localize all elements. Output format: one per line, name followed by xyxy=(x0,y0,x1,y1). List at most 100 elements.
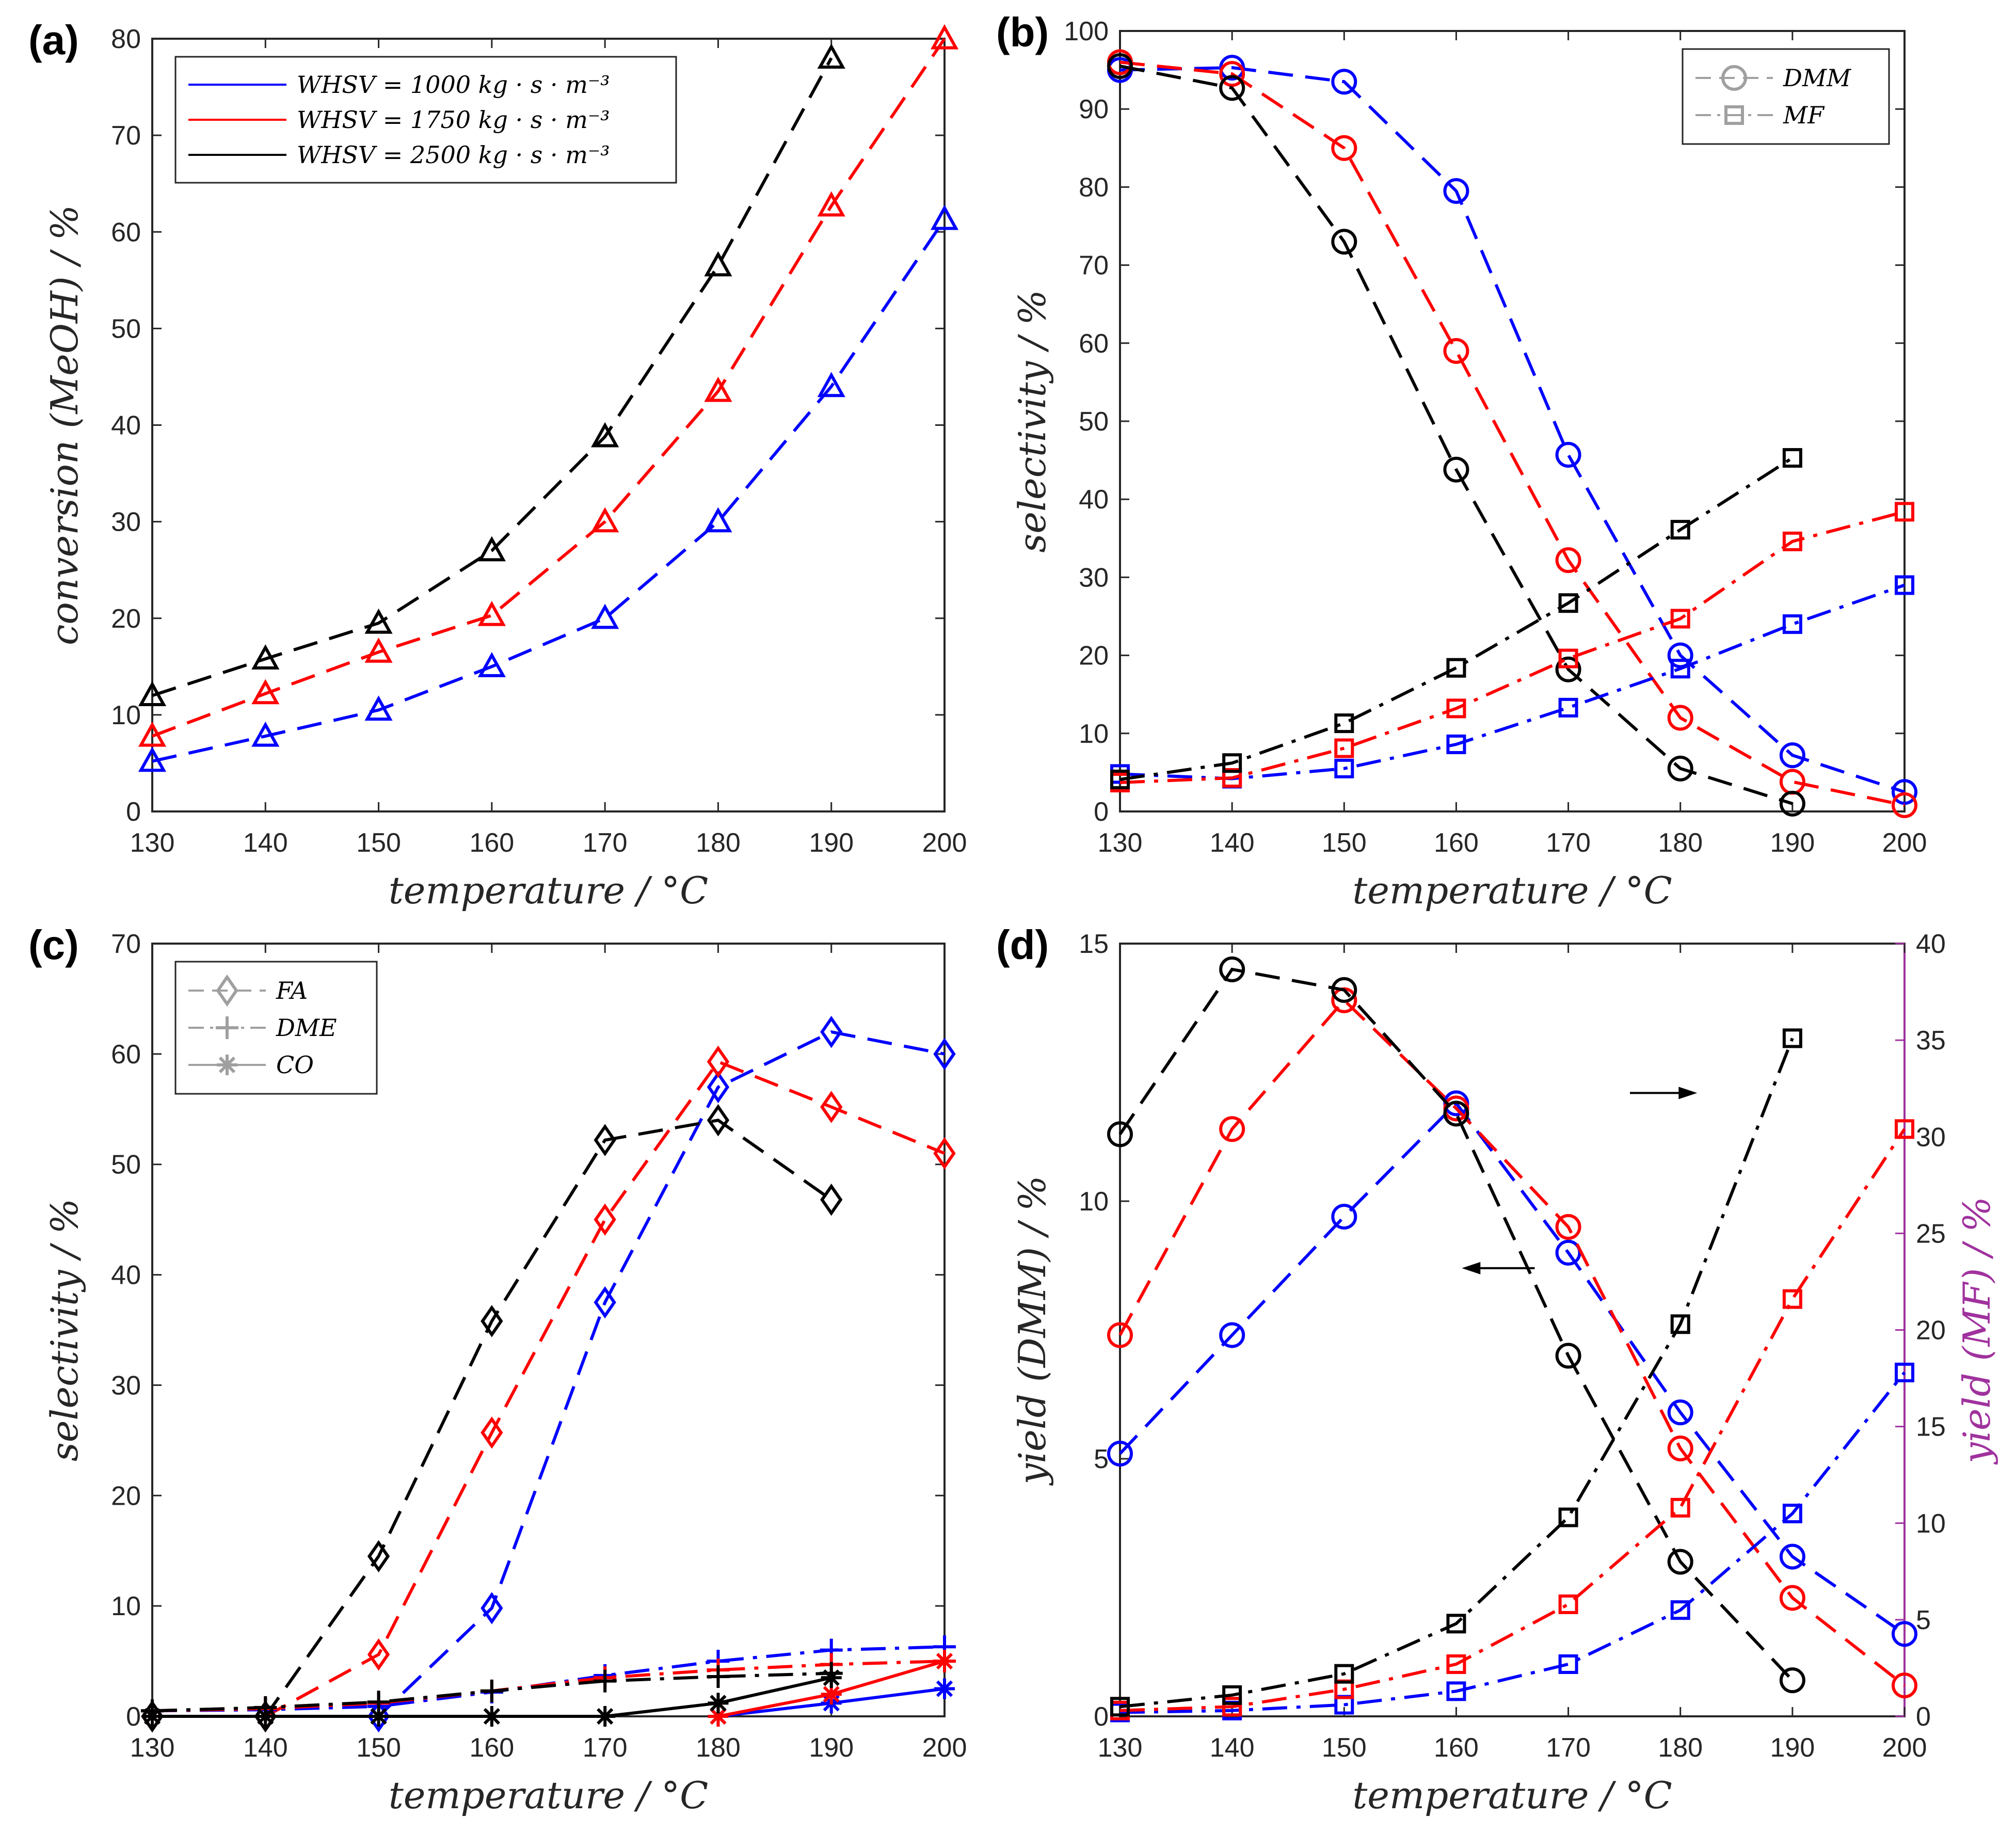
x-axis-label: temperature / °C xyxy=(389,1774,708,1817)
y-right-tick-label: 5 xyxy=(1916,1605,1931,1635)
data-point xyxy=(138,681,167,707)
data-point xyxy=(1555,1343,1581,1369)
data-point xyxy=(1782,1289,1802,1309)
data-point xyxy=(817,191,845,217)
y-right-tick-label: 35 xyxy=(1916,1026,1946,1056)
series-mf-2500 xyxy=(1110,448,1802,790)
data-point xyxy=(1667,1549,1693,1575)
y-axis-label: selectivity / % xyxy=(1011,290,1054,552)
data-point xyxy=(591,603,619,629)
arrow-right-head xyxy=(1678,1087,1698,1099)
data-point xyxy=(1555,442,1581,468)
series-dmm-yield-2500 xyxy=(1107,956,1805,1694)
data-point xyxy=(1334,1664,1354,1684)
legend-marker xyxy=(1721,65,1747,91)
data-point xyxy=(704,507,732,533)
legend-label: WHSV = 1750 kg · s · m⁻³ xyxy=(297,106,610,134)
x-axis-label: temperature / °C xyxy=(1352,1774,1672,1817)
data-point xyxy=(1555,1214,1581,1240)
series-whsv-2500 xyxy=(138,43,845,707)
data-point xyxy=(1331,69,1357,95)
x-tick-label: 190 xyxy=(809,1733,854,1763)
data-point xyxy=(1446,734,1466,754)
x-tick-label: 200 xyxy=(922,828,967,858)
data-point xyxy=(1219,61,1245,87)
data-point xyxy=(594,1669,617,1693)
data-point xyxy=(1670,659,1690,679)
y-tick-label: 10 xyxy=(1079,1187,1109,1217)
data-point xyxy=(1555,656,1581,682)
data-point xyxy=(934,1678,955,1699)
x-tick-label: 170 xyxy=(1546,1733,1591,1763)
series-mf-1750 xyxy=(1110,502,1914,793)
y-tick-label: 60 xyxy=(111,217,141,247)
data-point xyxy=(1558,1507,1578,1527)
data-point xyxy=(1895,1119,1914,1139)
data-point xyxy=(817,43,845,69)
data-point xyxy=(1219,55,1245,81)
series-line xyxy=(1119,583,1905,780)
data-point xyxy=(251,644,280,670)
y-tick-label: 60 xyxy=(111,1040,141,1070)
y-right-tick-label: 30 xyxy=(1916,1122,1946,1152)
series-line xyxy=(152,1030,945,1718)
series-line xyxy=(1119,1038,1794,1709)
data-point xyxy=(1443,178,1469,204)
series-line xyxy=(1119,1371,1906,1714)
x-tick-label: 140 xyxy=(243,828,288,858)
y-tick-label: 70 xyxy=(1079,251,1109,281)
y-tick-label: 40 xyxy=(111,411,141,441)
y-tick-label: 40 xyxy=(1079,485,1109,515)
series-mf-yield-2500 xyxy=(1110,1028,1802,1717)
data-point xyxy=(481,1592,503,1624)
data-point xyxy=(1446,698,1466,719)
data-point xyxy=(595,1706,616,1727)
x-tick-label: 190 xyxy=(809,828,854,858)
legend: DMM MF xyxy=(1682,48,1890,145)
panel-label: (a) xyxy=(28,17,79,63)
legend-label: WHSV = 2500 kg · s · m⁻³ xyxy=(297,141,610,169)
data-point xyxy=(367,1540,390,1573)
data-point xyxy=(1779,1543,1805,1570)
data-point xyxy=(368,1706,389,1727)
data-point xyxy=(1670,1497,1690,1518)
data-point xyxy=(1892,1621,1917,1647)
x-tick-label: 130 xyxy=(1098,828,1143,858)
y-axis-label: conversion (MeOH) / % xyxy=(43,205,86,645)
data-point xyxy=(1558,1594,1578,1614)
data-point xyxy=(704,251,732,277)
series-mf-1000 xyxy=(1110,575,1914,789)
y-tick-label: 40 xyxy=(111,1261,141,1290)
x-tick-label: 180 xyxy=(696,828,741,858)
series-co-2500 xyxy=(142,1667,842,1727)
data-point xyxy=(1670,520,1690,540)
data-point xyxy=(1446,1654,1466,1674)
data-point xyxy=(934,1651,955,1672)
legend-label: MF xyxy=(1783,101,1825,129)
series-line xyxy=(152,218,946,763)
x-tick-label: 160 xyxy=(1434,1733,1479,1763)
legend-label: CO xyxy=(276,1051,314,1079)
series-line xyxy=(1119,65,1793,805)
legend: FA DME CO xyxy=(174,961,378,1095)
data-point xyxy=(704,376,732,402)
data-point xyxy=(1331,229,1357,255)
x-tick-label: 170 xyxy=(583,1733,628,1763)
data-point xyxy=(1443,338,1469,364)
data-point xyxy=(1779,769,1805,795)
series-line xyxy=(151,38,946,738)
y-tick-label: 30 xyxy=(111,1370,141,1400)
x-tick-label: 160 xyxy=(469,1733,514,1763)
y-right-tick-label: 0 xyxy=(1916,1702,1931,1732)
series-line xyxy=(1119,60,1905,807)
panel-label: (c) xyxy=(28,922,79,968)
data-point xyxy=(594,1124,616,1156)
data-point xyxy=(364,637,393,663)
series-line xyxy=(1119,456,1794,781)
series-dmm-2500 xyxy=(1107,53,1805,817)
data-point xyxy=(1670,1314,1690,1334)
data-point xyxy=(1219,1116,1245,1142)
y-tick-label: 100 xyxy=(1064,17,1109,46)
series-line xyxy=(1119,66,1905,794)
